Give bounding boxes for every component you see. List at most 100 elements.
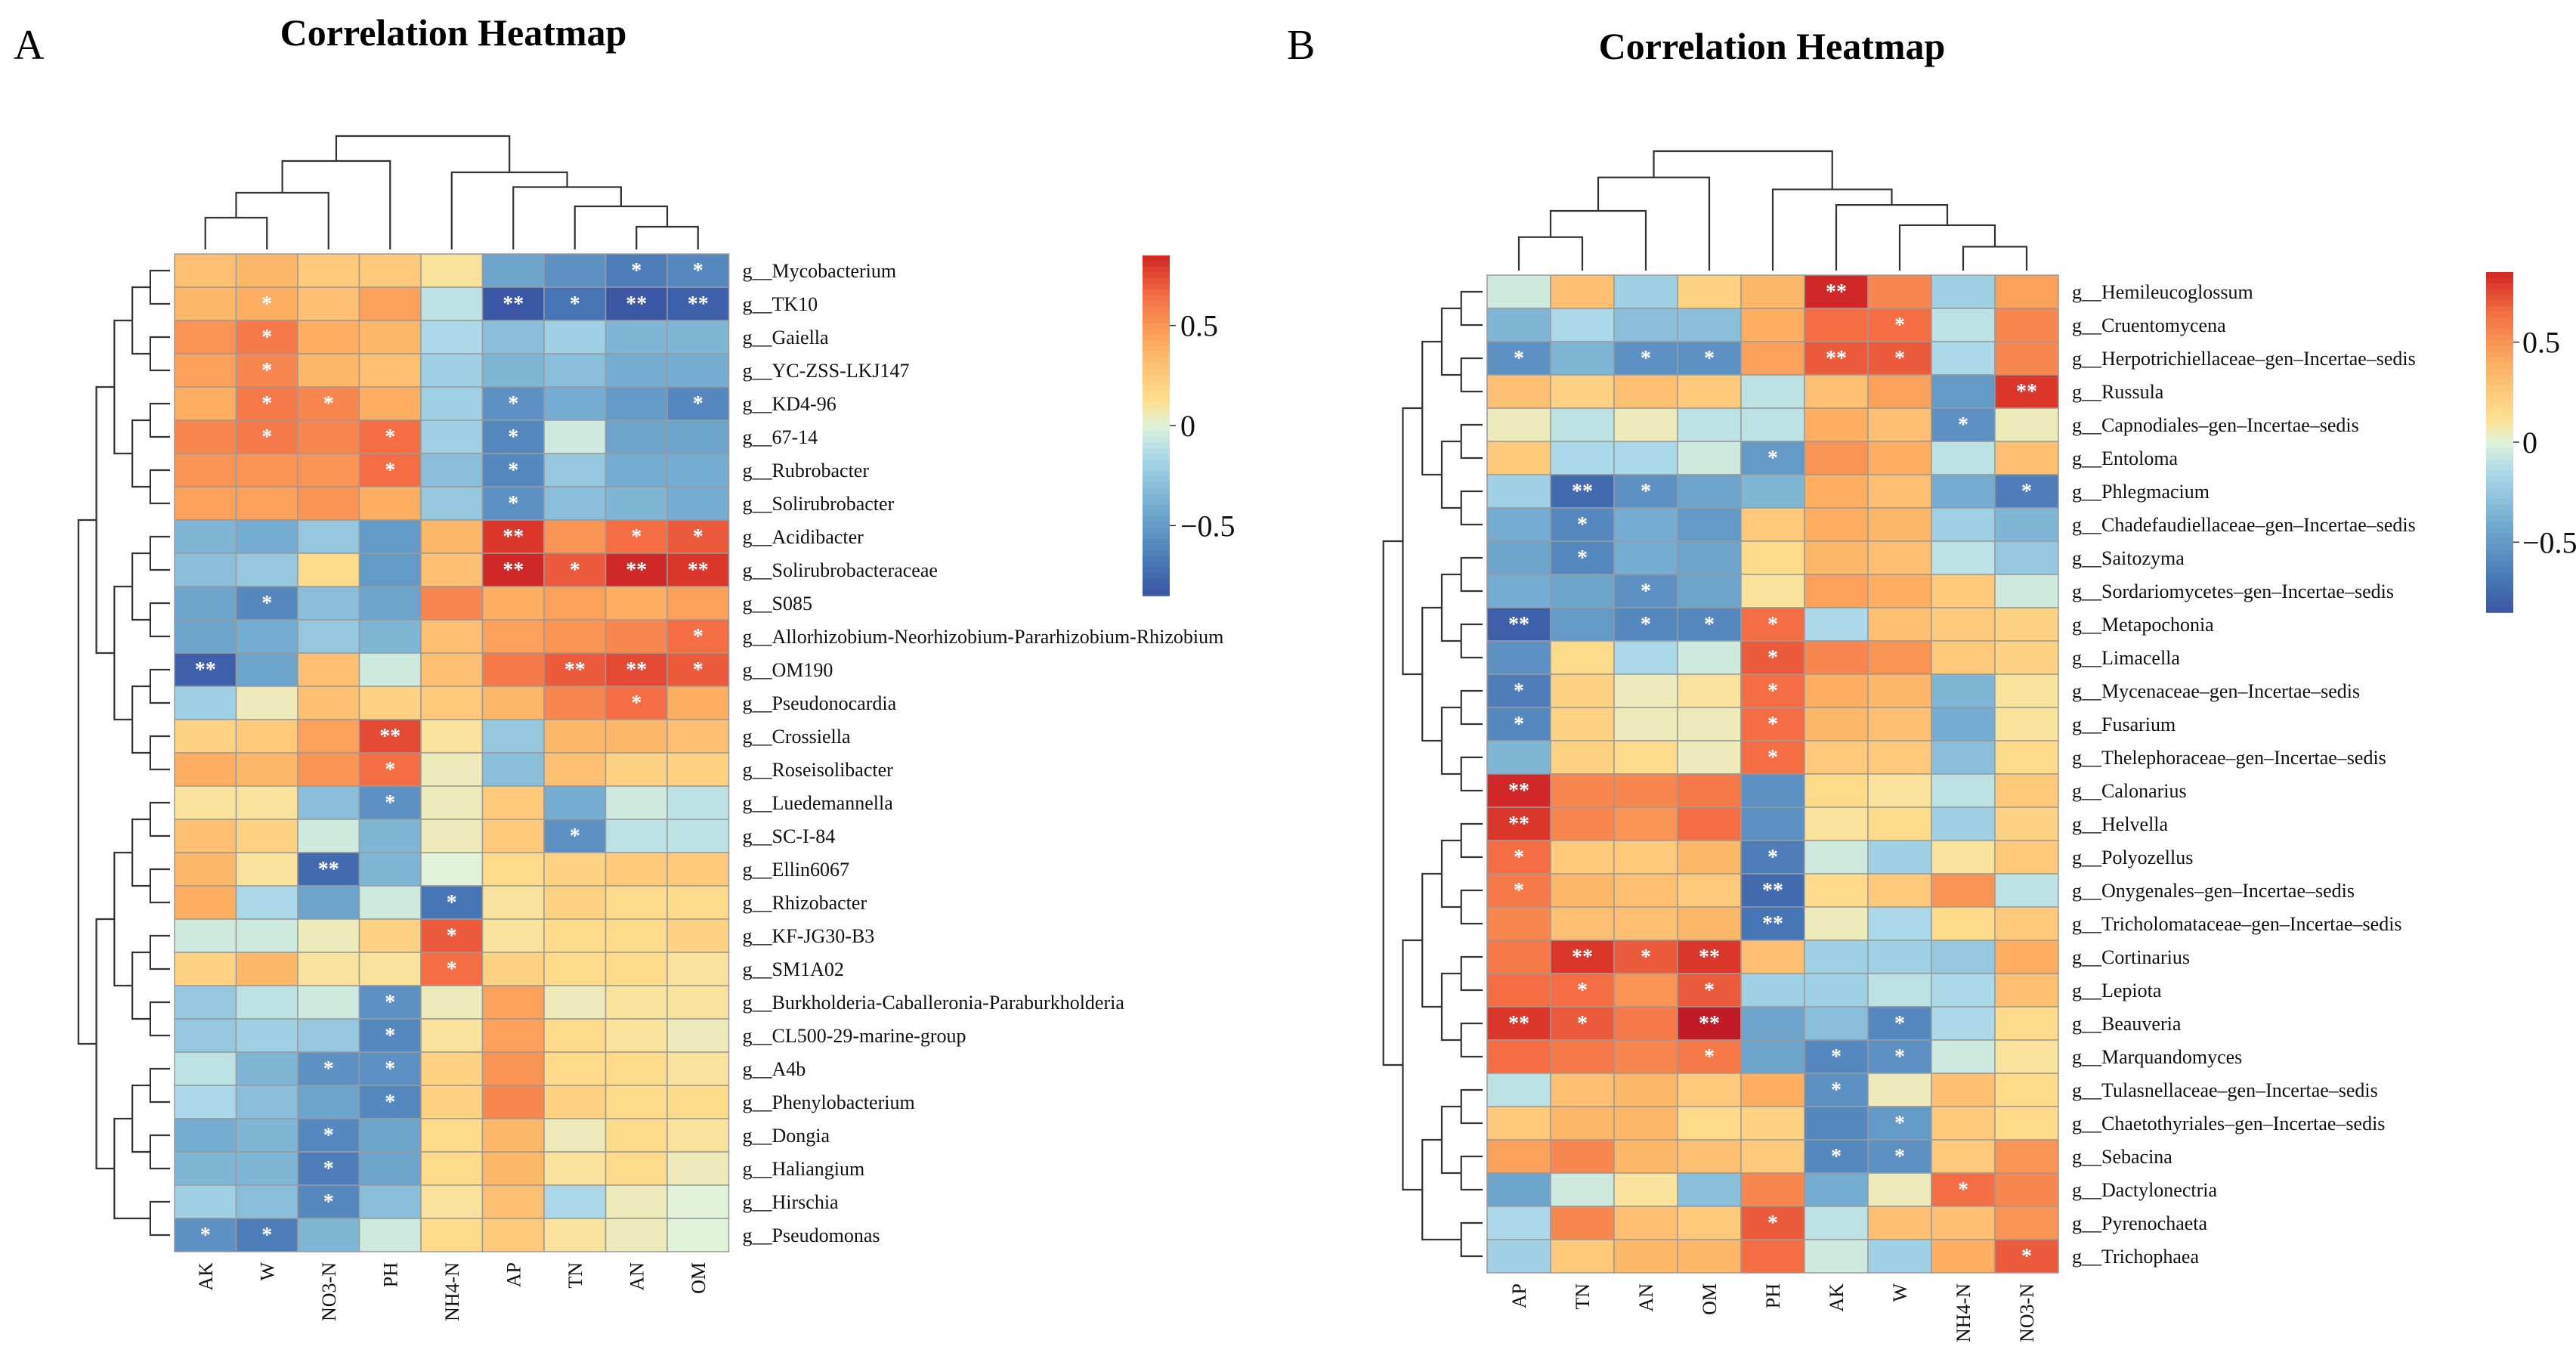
- heatmap-cell: [1486, 474, 1551, 509]
- significance-marker: *: [1958, 1178, 1968, 1202]
- heatmap-cell: [1613, 940, 1678, 974]
- heatmap-cell: [1994, 574, 2059, 608]
- colorbar-segment: [2486, 470, 2513, 477]
- colorbar-segment: [2486, 317, 2513, 324]
- heatmap-cell: [543, 852, 607, 887]
- column-label: NO3-N: [318, 1262, 340, 1321]
- significance-marker: *: [385, 791, 395, 815]
- heatmap-cell: [1931, 873, 1996, 908]
- dendrogram-link: [1962, 246, 2028, 271]
- heatmap-cell: [1931, 274, 1996, 309]
- column-label: NH4-N: [1953, 1283, 1975, 1342]
- dendrogram-link: [131, 818, 150, 887]
- heatmap-cell: [1931, 840, 1996, 875]
- significance-marker: *: [1514, 846, 1524, 869]
- heatmap-cell: [543, 1118, 607, 1153]
- colorbar-segment: [1143, 385, 1170, 392]
- heatmap-cell: [543, 1051, 607, 1086]
- significance-marker: *: [323, 1124, 334, 1147]
- dendrogram-link: [149, 868, 170, 904]
- heatmap-cell: [1994, 906, 2059, 941]
- heatmap-cell: [1804, 574, 1869, 608]
- colorbar: 0.5 0 −0.5: [1143, 255, 1235, 596]
- heatmap-cell: [297, 619, 360, 654]
- heatmap-cell: [666, 852, 730, 887]
- heatmap-cell: [174, 885, 237, 920]
- heatmap-cell: [1867, 1239, 1932, 1274]
- colorbar-segment: [1143, 335, 1170, 342]
- dendrogram-link: [1460, 822, 1483, 859]
- heatmap-cell: [605, 819, 668, 853]
- significance-marker: *: [1958, 413, 1968, 437]
- dendrogram-link: [512, 186, 622, 249]
- colorbar-segment: [2486, 295, 2513, 302]
- heatmap-cell: [1677, 740, 1742, 775]
- significance-marker: **: [1508, 813, 1529, 836]
- heatmap-cell: [1931, 1006, 1996, 1041]
- significance-marker: **: [626, 559, 647, 582]
- heatmap-cell: [174, 719, 237, 754]
- column-dendrogram: [204, 135, 699, 249]
- significance-marker: *: [323, 392, 334, 416]
- dendrogram-link: [1382, 540, 1403, 1066]
- heatmap-cell: [1867, 740, 1932, 775]
- significance-marker: *: [1767, 746, 1778, 769]
- colorbar-segment: [1143, 403, 1170, 410]
- significance-marker: **: [1572, 480, 1593, 503]
- significance-marker: *: [508, 459, 518, 482]
- heatmap-cell: [605, 619, 668, 654]
- row-label: g__A4b: [743, 1058, 806, 1080]
- heatmap-cell: [1677, 640, 1742, 675]
- heatmap-cell: [605, 286, 668, 321]
- heatmap-cell: [1931, 441, 1996, 475]
- heatmap-cell: [1804, 374, 1869, 409]
- heatmap-cell: [420, 1151, 484, 1186]
- dendrogram-link: [1460, 1022, 1483, 1058]
- row-label: g__Pseudomonas: [743, 1224, 880, 1246]
- heatmap-cell: [1931, 374, 1996, 409]
- heatmap-cell: [1486, 873, 1551, 908]
- dendrogram-link: [1440, 706, 1461, 775]
- heatmap-cell: [1677, 840, 1742, 875]
- heatmap-cell: [1994, 1139, 2059, 1174]
- colorbar: 0.5 0 −0.5: [2486, 272, 2576, 613]
- heatmap-cell: [1486, 1006, 1551, 1041]
- heatmap-cell: [1613, 840, 1678, 875]
- dendrogram-link: [95, 385, 115, 655]
- heatmap-cell: [1486, 441, 1551, 475]
- heatmap-cell: [235, 253, 298, 288]
- colorbar-segment: [1143, 528, 1170, 534]
- heatmap-cell: [1804, 1239, 1869, 1274]
- heatmap-cell: [1804, 740, 1869, 775]
- heatmap-cell: [235, 852, 298, 887]
- dendrogram-link: [149, 1001, 170, 1037]
- heatmap-cell: [543, 320, 607, 354]
- row-label: g__Luedemannella: [743, 792, 894, 814]
- colorbar-segment: [1143, 329, 1170, 336]
- heatmap-cell: [235, 719, 298, 754]
- heatmap-cell: [235, 1118, 298, 1153]
- heatmap-cell: [1804, 773, 1869, 808]
- heatmap-cell: [174, 686, 237, 720]
- colorbar-segment: [1143, 414, 1170, 421]
- heatmap-cell: [420, 852, 484, 887]
- heatmap-cell: [297, 952, 360, 986]
- dendrogram-link: [1440, 307, 1461, 376]
- significance-marker: *: [570, 293, 580, 316]
- row-label: g__Hemileucoglossum: [2072, 281, 2253, 303]
- heatmap-cell: [481, 553, 545, 587]
- heatmap-cell: [1677, 407, 1742, 442]
- heatmap-cell: [1550, 906, 1615, 941]
- dendrogram-link: [1460, 1088, 1483, 1125]
- colorbar-segment: [1143, 340, 1170, 347]
- row-label: g__Ellin6067: [743, 859, 850, 881]
- heatmap-cell: [1677, 474, 1742, 509]
- heatmap-cell: [1804, 940, 1869, 974]
- column-label: NO3-N: [2016, 1283, 2038, 1342]
- heatmap-cell: [1867, 1006, 1932, 1041]
- heatmap-cell: [1550, 1073, 1615, 1107]
- heatmap-cell: [1867, 1073, 1932, 1107]
- colorbar-segment: [2486, 277, 2513, 284]
- dendrogram-link: [235, 191, 329, 249]
- heatmap-cell: [1677, 1006, 1742, 1041]
